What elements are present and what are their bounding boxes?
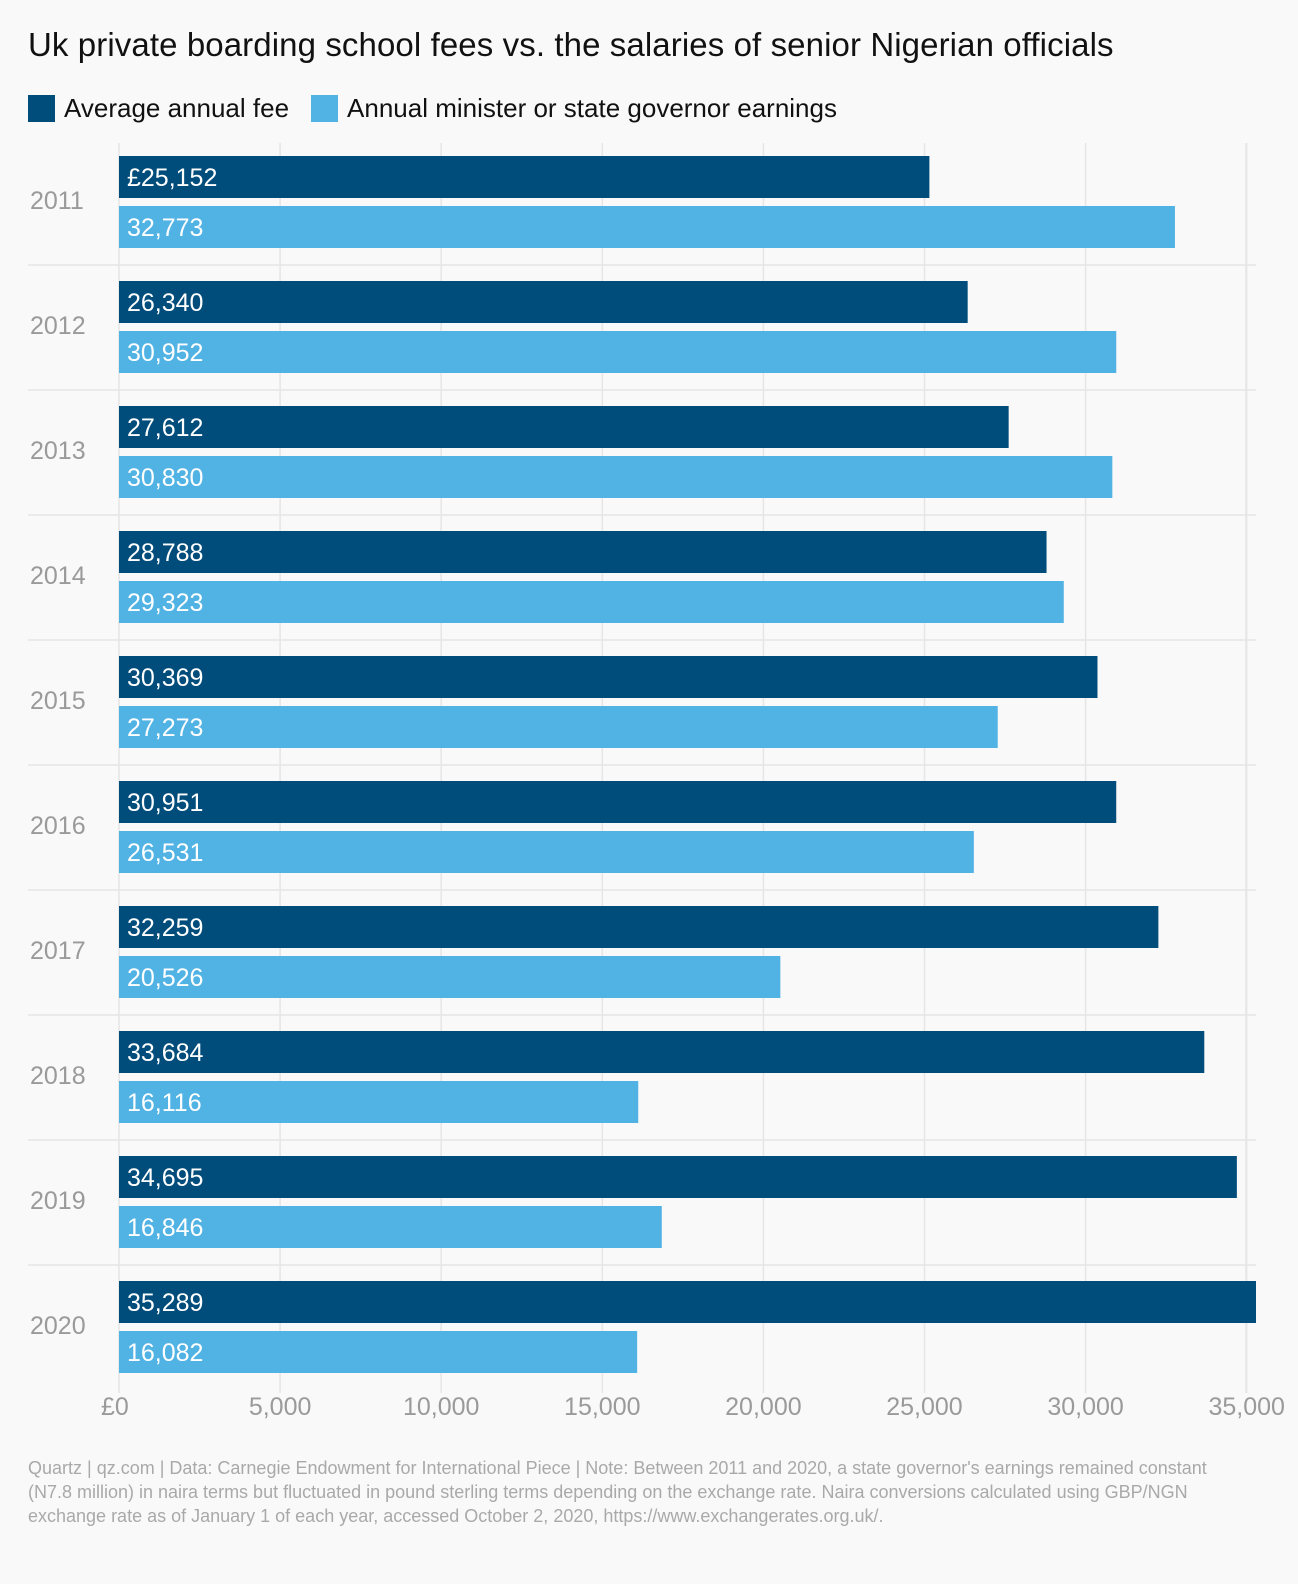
data-label-earnings-2018: 16,116	[127, 1089, 202, 1117]
bar-earnings-2016	[119, 831, 974, 873]
legend-label-fee: Average annual fee	[64, 92, 290, 123]
bar-earnings-2014	[119, 581, 1064, 623]
bar-earnings-2017	[119, 956, 781, 998]
chart-title: Uk private boarding school fees vs. the …	[28, 26, 1114, 63]
bar-fee-2013	[119, 406, 1009, 448]
y-tick-label-2020: 2020	[30, 1312, 86, 1340]
x-tick-label-6: 30,000	[1047, 1393, 1123, 1421]
y-tick-label-2016: 2016	[30, 812, 86, 840]
data-label-earnings-2016: 26,531	[127, 839, 203, 867]
y-tick-label-2013: 2013	[30, 437, 86, 465]
bar-earnings-2018	[119, 1081, 639, 1123]
chart-legend: Average annual fee Annual minister or st…	[28, 92, 859, 124]
x-tick-label-2: 10,000	[403, 1393, 479, 1421]
x-tick-label-1: 5,000	[249, 1393, 312, 1421]
data-label-fee-2019: 34,695	[127, 1164, 203, 1192]
data-label-fee-2011: £25,152	[127, 164, 217, 192]
bar-fee-2014	[119, 531, 1047, 573]
bar-fee-2020	[119, 1281, 1256, 1323]
bar-fee-2012	[119, 281, 968, 323]
data-label-fee-2020: 35,289	[127, 1289, 203, 1317]
bar-fee-2011	[119, 156, 930, 198]
bar-fee-2019	[119, 1156, 1237, 1198]
chart-footer-note: Quartz | qz.com | Data: Carnegie Endowme…	[28, 1458, 1207, 1526]
bar-fee-2018	[119, 1031, 1205, 1073]
y-tick-label-2017: 2017	[30, 937, 86, 965]
data-label-earnings-2013: 30,830	[127, 464, 203, 492]
bar-earnings-2015	[119, 706, 998, 748]
legend-item-fee: Average annual fee	[28, 93, 289, 124]
data-label-earnings-2011: 32,773	[127, 214, 203, 242]
legend-swatch-earnings	[311, 94, 339, 122]
bar-fee-2017	[119, 906, 1159, 948]
y-tick-label-2015: 2015	[30, 687, 86, 715]
data-label-fee-2017: 32,259	[127, 914, 203, 942]
legend-label-earnings: Annual minister or state governor earnin…	[347, 92, 837, 123]
x-tick-label-5: 25,000	[886, 1393, 962, 1421]
data-label-earnings-2012: 30,952	[127, 339, 203, 367]
data-label-fee-2018: 33,684	[127, 1039, 204, 1067]
y-tick-label-2012: 2012	[30, 312, 86, 340]
data-label-earnings-2020: 16,082	[127, 1339, 203, 1367]
data-label-earnings-2017: 20,526	[127, 964, 203, 992]
bar-earnings-2020	[119, 1331, 638, 1373]
bar-earnings-2013	[119, 456, 1113, 498]
data-label-fee-2016: 30,951	[127, 789, 203, 817]
legend-item-earnings: Annual minister or state governor earnin…	[311, 93, 837, 124]
bar-earnings-2012	[119, 331, 1117, 373]
y-tick-label-2014: 2014	[30, 562, 86, 590]
legend-swatch-fee	[28, 94, 55, 122]
x-tick-label-7: 35,000	[1208, 1393, 1284, 1421]
bar-chart: 2011 £25,152 32,773 2012 26,340 30,952 2013 27,…	[28, 143, 1285, 1421]
y-tick-label-2018: 2018	[30, 1062, 86, 1090]
data-label-fee-2014: 28,788	[127, 539, 203, 567]
y-tick-label-2011: 2011	[30, 187, 84, 215]
bar-earnings-2019	[119, 1206, 662, 1248]
data-label-earnings-2019: 16,846	[127, 1214, 203, 1242]
x-tick-label-0: £0	[101, 1393, 129, 1421]
x-tick-label-4: 20,000	[725, 1393, 801, 1421]
data-label-earnings-2014: 29,323	[127, 589, 203, 617]
data-label-earnings-2015: 27,273	[127, 714, 203, 742]
y-tick-label-2019: 2019	[30, 1187, 86, 1215]
data-label-fee-2012: 26,340	[127, 289, 203, 317]
bar-earnings-2011	[119, 206, 1175, 248]
x-tick-label-3: 15,000	[564, 1393, 640, 1421]
data-label-fee-2013: 27,612	[127, 414, 203, 442]
bar-fee-2016	[119, 781, 1117, 823]
bar-fee-2015	[119, 656, 1098, 698]
data-label-fee-2015: 30,369	[127, 664, 203, 692]
